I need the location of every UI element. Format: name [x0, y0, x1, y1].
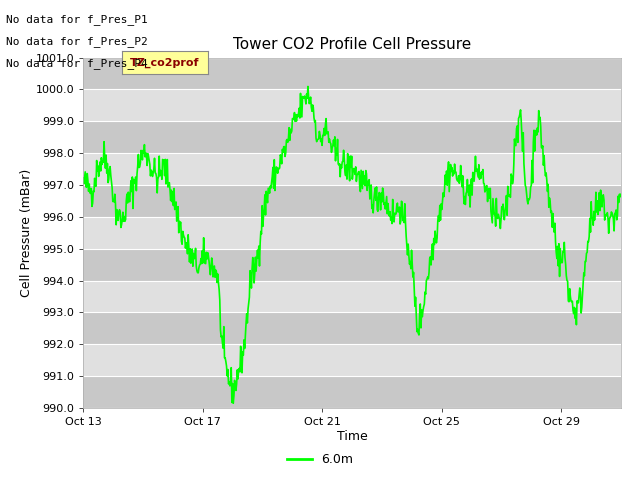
X-axis label: Time: Time: [337, 430, 367, 443]
Bar: [83, 312, 621, 344]
Bar: [83, 58, 621, 89]
Text: No data for f_Pres_P1: No data for f_Pres_P1: [6, 14, 148, 25]
Title: Tower CO2 Profile Cell Pressure: Tower CO2 Profile Cell Pressure: [233, 37, 471, 52]
Text: No data for f_Pres_P4: No data for f_Pres_P4: [6, 59, 148, 70]
Y-axis label: Cell Pressure (mBar): Cell Pressure (mBar): [20, 168, 33, 297]
Bar: [83, 121, 621, 153]
Legend: 6.0m: 6.0m: [282, 448, 358, 471]
Bar: [83, 185, 621, 217]
Bar: [83, 376, 621, 408]
Text: TZ_co2prof: TZ_co2prof: [130, 58, 200, 68]
Text: No data for f_Pres_P2: No data for f_Pres_P2: [6, 36, 148, 48]
Bar: [83, 249, 621, 281]
